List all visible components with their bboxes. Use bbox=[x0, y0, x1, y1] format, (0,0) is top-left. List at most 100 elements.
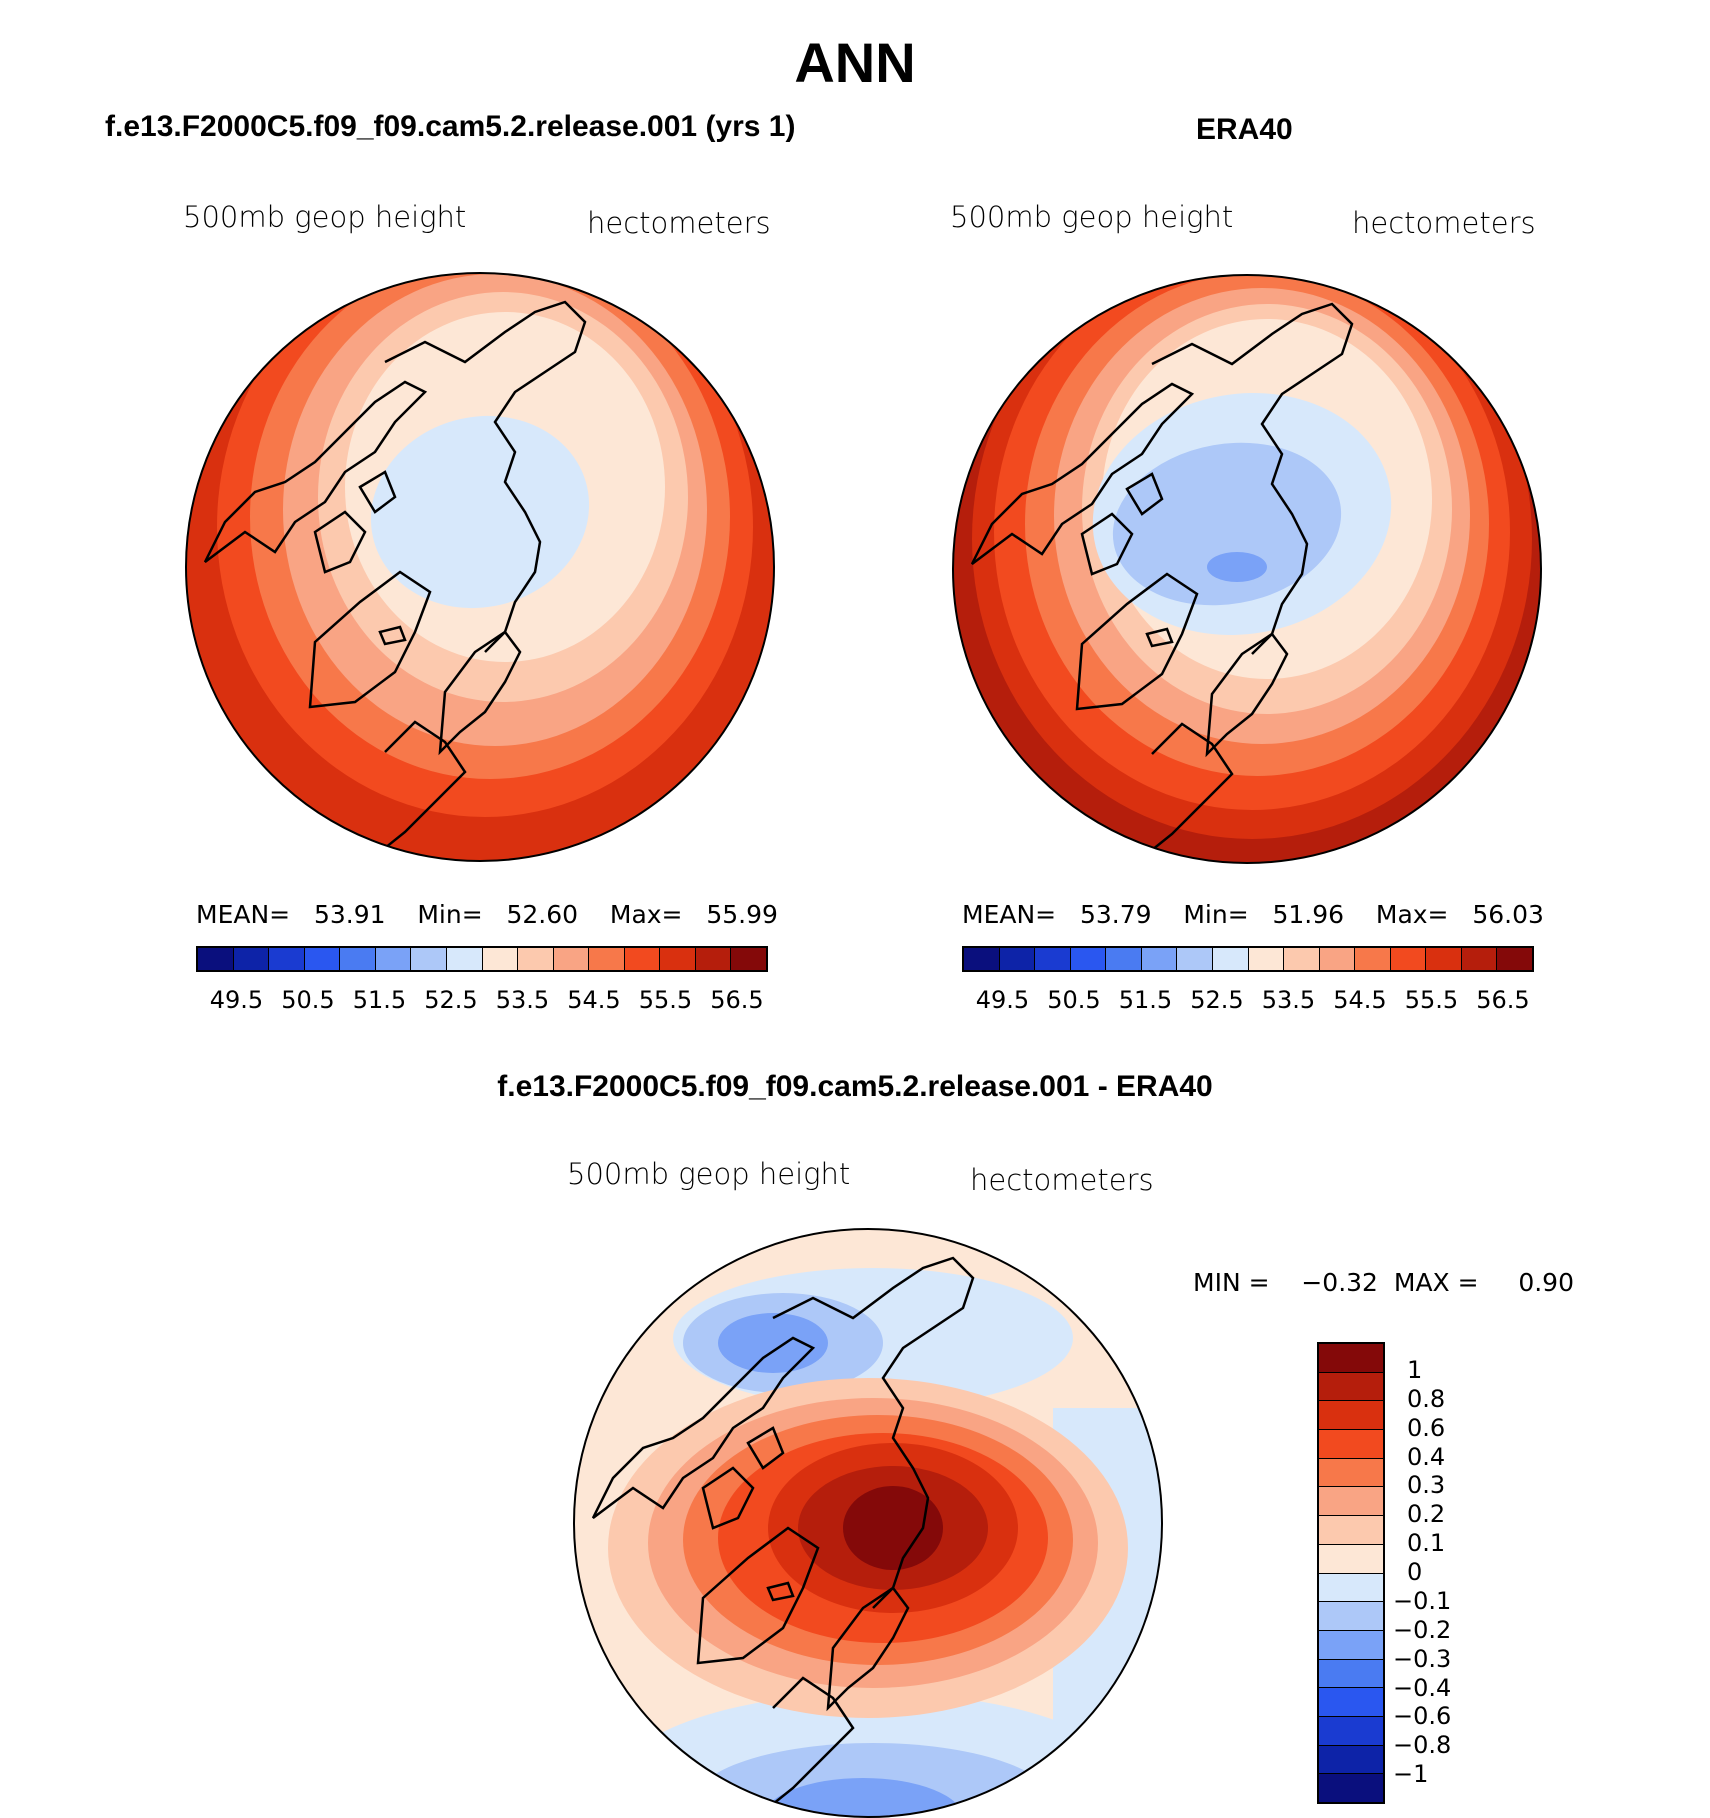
diff-units-label: hectometers bbox=[970, 1163, 1154, 1197]
diff-colorbar-tick-label: −0.3 bbox=[1393, 1644, 1452, 1673]
left-min-value: 52.60 bbox=[506, 900, 579, 929]
right-map-coast-archipelago bbox=[1080, 472, 1164, 576]
right-variable-label: 500mb geop height bbox=[950, 200, 1234, 234]
right-colorbar-tick-label: 50.5 bbox=[1047, 986, 1101, 1014]
left-colorbar-swatch bbox=[731, 948, 766, 970]
left-panel-title: f.e13.F2000C5.f09_f09.cam5.2.release.001… bbox=[105, 110, 796, 143]
left-map-coast-siberia bbox=[384, 300, 587, 653]
left-colorbar-tick-label: 52.5 bbox=[424, 986, 478, 1014]
right-colorbar-swatch bbox=[1177, 948, 1213, 970]
diff-min-value: −0.32 bbox=[1301, 1268, 1378, 1297]
right-min-value: 51.96 bbox=[1272, 900, 1345, 929]
diff-colorbar-swatch bbox=[1319, 1430, 1383, 1459]
diff-colorbar-swatch bbox=[1319, 1716, 1383, 1746]
right-colorbar-swatch bbox=[1319, 948, 1356, 970]
left-colorbar-tick-label: 50.5 bbox=[281, 986, 335, 1014]
diff-colorbar-tick-label: 0.4 bbox=[1407, 1442, 1446, 1471]
left-colorbar-tick-label: 53.5 bbox=[495, 986, 550, 1014]
right-colorbar-swatch bbox=[964, 948, 1000, 970]
left-colorbar-swatch bbox=[411, 948, 447, 970]
left-colorbar-swatch bbox=[624, 948, 661, 970]
right-colorbar-swatch bbox=[1355, 948, 1391, 970]
left-max-label: Max= bbox=[609, 900, 683, 929]
right-map-coast-siberia bbox=[1151, 302, 1354, 655]
diff-stats: MIN = −0.32 MAX = 0.90 bbox=[1193, 1268, 1574, 1297]
diff-variable-label: 500mb geop height bbox=[567, 1157, 851, 1191]
diff-colorbar-swatch bbox=[1319, 1401, 1383, 1431]
right-polar-map bbox=[952, 274, 1542, 864]
right-colorbar-tick-label: 52.5 bbox=[1190, 986, 1244, 1014]
diff-colorbar-swatch bbox=[1319, 1458, 1383, 1488]
left-colorbar-tick-label: 56.5 bbox=[710, 986, 764, 1014]
diff-map-neg-bottom-3 bbox=[763, 1778, 963, 1817]
diff-colorbar-swatch bbox=[1319, 1659, 1383, 1689]
right-map-coast-canada bbox=[970, 382, 1195, 565]
left-colorbar-swatch bbox=[233, 948, 270, 970]
left-stats: MEAN= 53.91 Min= 52.60 Max= 55.99 bbox=[196, 900, 778, 929]
diff-colorbar-tick-label: 0.2 bbox=[1407, 1500, 1446, 1529]
right-colorbar-swatch bbox=[1284, 948, 1320, 970]
right-colorbar-swatch bbox=[1248, 948, 1285, 970]
diff-colorbar-tick-label: 0.3 bbox=[1407, 1471, 1446, 1500]
left-polar-map bbox=[185, 272, 775, 862]
diff-colorbar-tick-label: 0.8 bbox=[1407, 1384, 1446, 1413]
right-stats: MEAN= 53.79 Min= 51.96 Max= 56.03 bbox=[962, 900, 1544, 929]
right-map-coast-greenland bbox=[1075, 572, 1199, 711]
right-colorbar-swatch bbox=[1141, 948, 1178, 970]
diff-colorbar-swatch bbox=[1319, 1573, 1383, 1603]
right-colorbar-swatch bbox=[1390, 948, 1427, 970]
left-colorbar-swatch bbox=[340, 948, 376, 970]
left-colorbar-swatch bbox=[660, 948, 696, 970]
right-max-value: 56.03 bbox=[1472, 900, 1544, 929]
right-units-label: hectometers bbox=[1352, 206, 1536, 240]
left-colorbar-swatch bbox=[269, 948, 305, 970]
left-colorbar-swatch bbox=[482, 948, 519, 970]
diff-colorbar-tick-label: −0.4 bbox=[1393, 1673, 1452, 1702]
diff-colorbar-tick-label: 1 bbox=[1407, 1355, 1423, 1384]
right-panel-title: ERA40 bbox=[1196, 113, 1293, 146]
right-colorbar-swatch bbox=[1461, 948, 1498, 970]
left-colorbar-swatch bbox=[518, 948, 554, 970]
right-mean-value: 53.79 bbox=[1079, 900, 1152, 929]
diff-map-coast-greenland bbox=[696, 1526, 820, 1665]
diff-colorbar-swatch bbox=[1319, 1372, 1383, 1402]
diff-polar-map bbox=[573, 1228, 1163, 1818]
left-colorbar-tick-label: 54.5 bbox=[567, 986, 621, 1014]
left-colorbar-swatch bbox=[198, 948, 234, 970]
left-map-band-6 bbox=[370, 415, 590, 609]
right-colorbar-swatch bbox=[999, 948, 1036, 970]
right-map-coast-europe bbox=[1146, 722, 1234, 855]
left-max-value: 55.99 bbox=[706, 900, 778, 929]
diff-map-pos-7 bbox=[843, 1486, 943, 1570]
diff-colorbar-tick-label: 0 bbox=[1407, 1558, 1423, 1586]
left-map-border bbox=[185, 272, 775, 862]
right-colorbar-swatch bbox=[1070, 948, 1107, 970]
left-colorbar-swatch bbox=[695, 948, 732, 970]
left-mean-label: MEAN= bbox=[196, 900, 291, 929]
right-colorbar-tick-label: 54.5 bbox=[1333, 986, 1387, 1014]
right-colorbar-swatch bbox=[1106, 948, 1142, 970]
right-map-border bbox=[952, 274, 1542, 864]
right-colorbar-ticks: 49.5 50.5 51.5 52.5 53.5 54.5 55.5 56.5 bbox=[962, 986, 1534, 1016]
left-map-coast-europe bbox=[379, 720, 467, 853]
diff-map-coast-canada bbox=[591, 1336, 816, 1519]
diff-colorbar-tick-label: 0.6 bbox=[1407, 1413, 1446, 1442]
left-colorbar-swatch bbox=[589, 948, 625, 970]
right-colorbar-tick-label: 56.5 bbox=[1476, 986, 1530, 1014]
left-units-label: hectometers bbox=[587, 206, 771, 240]
diff-colorbar bbox=[1317, 1342, 1385, 1804]
right-min-label: Min= bbox=[1183, 900, 1249, 929]
left-map-coast-iceland bbox=[378, 625, 407, 646]
diff-colorbar-swatch bbox=[1319, 1344, 1383, 1373]
diff-panel-title: f.e13.F2000C5.f09_f09.cam5.2.release.001… bbox=[497, 1070, 1213, 1103]
right-max-label: Max= bbox=[1375, 900, 1449, 929]
left-colorbar-tick-label: 51.5 bbox=[352, 986, 407, 1014]
right-colorbar-tick-label: 49.5 bbox=[975, 986, 1030, 1014]
left-colorbar-swatch bbox=[446, 948, 483, 970]
left-map-coast-archipelago bbox=[313, 470, 397, 574]
left-map-coast-greenland bbox=[308, 570, 432, 709]
diff-colorbar-tick-label: −0.6 bbox=[1393, 1702, 1452, 1731]
diff-colorbar-swatch bbox=[1319, 1516, 1383, 1545]
right-mean-label: MEAN= bbox=[962, 900, 1057, 929]
right-map-band-9 bbox=[1207, 552, 1267, 582]
